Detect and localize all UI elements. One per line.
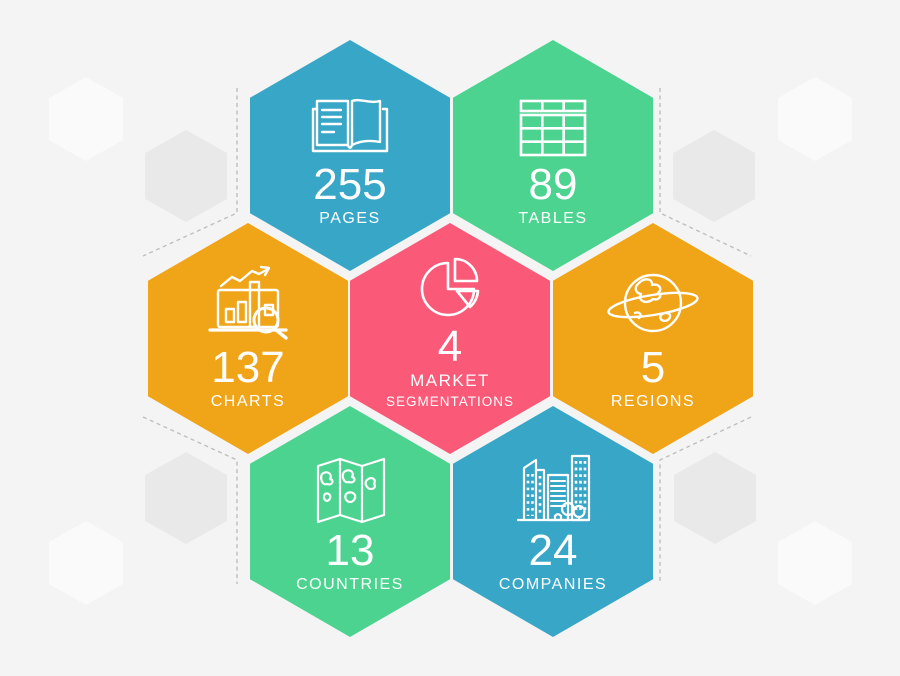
stat-value: 255: [313, 160, 387, 209]
stat-value: 4: [437, 322, 463, 371]
stat-value: 137: [211, 343, 285, 392]
bar-chart-search-icon: [202, 265, 294, 341]
open-book-icon: [308, 84, 392, 158]
stat-label: COUNTRIES: [296, 575, 404, 593]
stat-label-secondary: SEGMENTATIONS: [385, 393, 514, 409]
stat-label: REGIONS: [610, 392, 696, 410]
stat-value: 89: [528, 160, 578, 209]
stat-label: TABLES: [518, 209, 588, 227]
stat-label: CHARTS: [210, 392, 286, 410]
stat-label: PAGES: [319, 209, 381, 227]
pie-chart-icon: [418, 255, 482, 319]
stat-value: 5: [640, 343, 666, 392]
data-table-icon: [518, 84, 588, 158]
stat-label: COMPANIES: [498, 575, 608, 593]
stat-value: 13: [325, 526, 375, 575]
stat-hexagon-countries: 13 COUNTRIES: [250, 406, 450, 637]
deco-hexagon: [673, 130, 755, 222]
folded-map-icon: [313, 450, 387, 524]
globe-icon: [605, 267, 701, 341]
stat-label: MARKET: [410, 370, 490, 390]
stat-value: 24: [528, 526, 578, 575]
stat-hexagon-pages: 255 PAGES: [250, 40, 450, 271]
city-buildings-icon: [514, 450, 592, 524]
